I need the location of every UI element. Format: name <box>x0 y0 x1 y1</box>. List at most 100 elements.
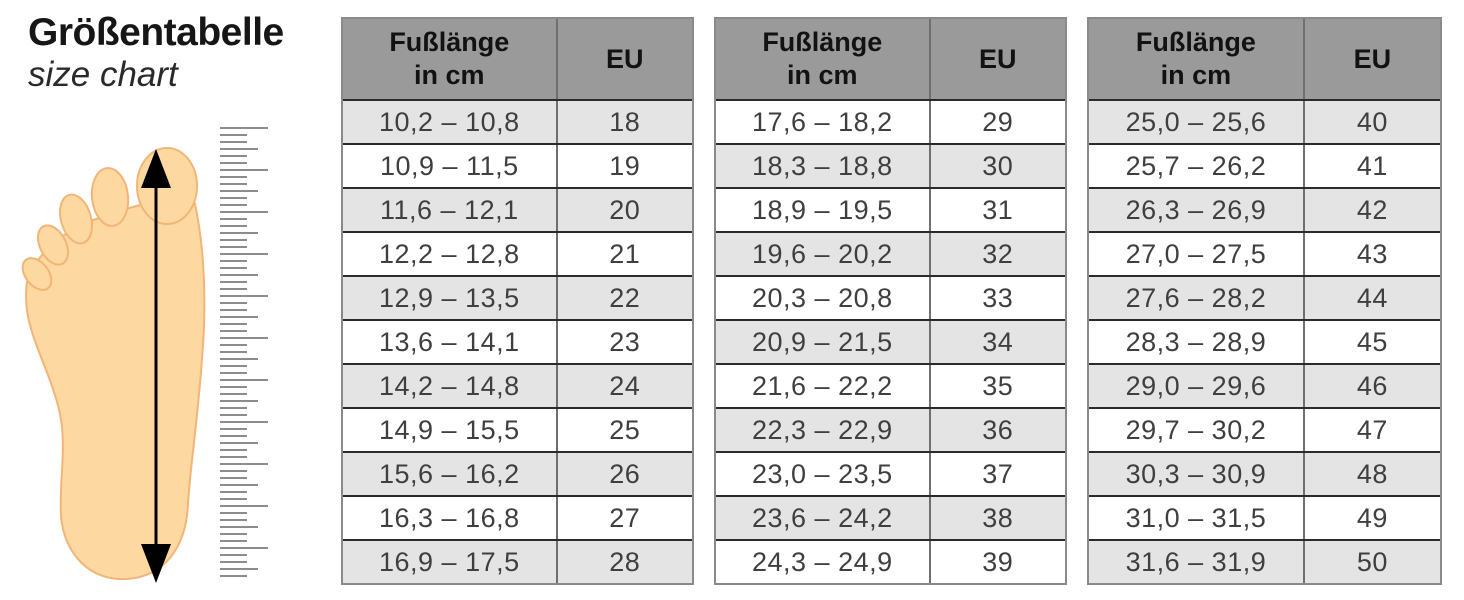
ruler-tick <box>220 197 248 199</box>
ruler-tick <box>220 302 248 304</box>
table-row: 11,6 – 12,1 20 <box>343 187 692 231</box>
table-row: 13,6 – 14,1 23 <box>343 319 692 363</box>
eu-size: 32 <box>982 238 1014 269</box>
table-row: 20,3 – 20,8 33 <box>716 275 1065 319</box>
eu-header: EU <box>931 19 1065 99</box>
ruler-tick <box>220 232 258 234</box>
ruler-tick <box>220 463 268 465</box>
toe-pinky <box>21 257 53 291</box>
eu-size: 41 <box>1356 150 1388 181</box>
foot-length-range: 18,9 – 19,5 <box>716 189 931 231</box>
foot-length-range: 23,6 – 24,2 <box>716 497 931 539</box>
eu-size: 22 <box>609 282 641 313</box>
foot-length-range: 15,6 – 16,2 <box>343 453 558 495</box>
foot-length-range: 13,6 – 14,1 <box>343 321 558 363</box>
eu-size: 20 <box>609 194 641 225</box>
foot-length-range: 14,2 – 14,8 <box>343 365 558 407</box>
ruler-tick <box>220 344 248 346</box>
foot-length-range: 17,6 – 18,2 <box>716 101 931 143</box>
table-row: 12,2 – 12,8 21 <box>343 231 692 275</box>
table-row: 25,7 – 26,2 41 <box>1089 143 1440 187</box>
ruler-tick <box>220 358 258 360</box>
title-block: Größentabelle size chart <box>28 11 284 94</box>
ruler-tick <box>220 386 248 388</box>
ruler-tick <box>220 561 248 563</box>
table-row: 15,6 – 16,2 26 <box>343 451 692 495</box>
table-row: 30,3 – 30,9 48 <box>1089 451 1440 495</box>
ruler-tick <box>220 148 258 150</box>
length-arrow-icon <box>141 149 171 583</box>
eu-size: 23 <box>609 326 641 357</box>
table-row: 22,3 – 22,9 36 <box>716 407 1065 451</box>
table-row: 20,9 – 21,5 34 <box>716 319 1065 363</box>
eu-size: 34 <box>982 326 1014 357</box>
foot-length-range: 29,0 – 29,6 <box>1089 365 1305 407</box>
ruler-tick <box>220 134 248 136</box>
eu-size: 48 <box>1356 458 1388 489</box>
eu-size: 47 <box>1356 414 1388 445</box>
ruler-tick <box>220 428 248 430</box>
eu-size: 39 <box>982 546 1014 577</box>
foot-length-range: 10,9 – 11,5 <box>343 145 558 187</box>
table-row: 16,9 – 17,5 28 <box>343 539 692 583</box>
ruler-tick <box>220 253 268 255</box>
table-row: 12,9 – 13,5 22 <box>343 275 692 319</box>
ruler-tick <box>220 288 248 290</box>
ruler-tick <box>220 162 248 164</box>
foot-length-header: Fußlänge in cm <box>716 19 931 99</box>
ruler-tick <box>220 540 248 542</box>
ruler-tick <box>220 393 248 395</box>
ruler-tick <box>220 330 248 332</box>
eu-size: 25 <box>609 414 641 445</box>
ruler-tick <box>220 519 248 521</box>
eu-size: 37 <box>982 458 1014 489</box>
ruler-tick <box>220 449 248 451</box>
ruler-tick <box>220 295 268 297</box>
foot-length-range: 23,0 – 23,5 <box>716 453 931 495</box>
size-table-eu-29-39: Fußlänge in cm EU 17,6 – 18,2 29 18,3 – 18… <box>714 17 1067 585</box>
eu-size: 24 <box>609 370 641 401</box>
foot-length-range: 30,3 – 30,9 <box>1089 453 1305 495</box>
ruler <box>220 127 268 583</box>
eu-header-label: EU <box>979 43 1017 74</box>
eu-size: 29 <box>982 106 1014 137</box>
table-row: 27,6 – 28,2 44 <box>1089 275 1440 319</box>
size-table-eu-18-28: Fußlänge in cm EU 10,2 – 10,8 18 10,9 – 11… <box>341 17 694 585</box>
ruler-tick <box>220 442 258 444</box>
ruler-tick <box>220 435 248 437</box>
toe-second <box>90 167 130 227</box>
eu-size: 49 <box>1356 502 1388 533</box>
ruler-tick <box>220 323 248 325</box>
table-header: Fußlänge in cm EU <box>716 19 1065 99</box>
eu-size: 30 <box>982 150 1014 181</box>
table-row: 19,6 – 20,2 32 <box>716 231 1065 275</box>
foot-length-range: 12,2 – 12,8 <box>343 233 558 275</box>
ruler-tick <box>220 491 248 493</box>
table-row: 25,0 – 25,6 40 <box>1089 99 1440 143</box>
ruler-tick <box>220 155 248 157</box>
ruler-tick <box>220 127 268 129</box>
eu-size: 27 <box>609 502 641 533</box>
eu-size: 21 <box>609 238 641 269</box>
ruler-tick <box>220 505 268 507</box>
foot-length-range: 20,9 – 21,5 <box>716 321 931 363</box>
table-row: 16,3 – 16,8 27 <box>343 495 692 539</box>
table-row: 29,7 – 30,2 47 <box>1089 407 1440 451</box>
ruler-tick <box>220 407 248 409</box>
ruler-tick <box>220 512 248 514</box>
table-body: 25,0 – 25,6 40 25,7 – 26,2 41 26,3 – 26,9 42 2… <box>1089 99 1440 583</box>
eu-size: 45 <box>1356 326 1388 357</box>
foot-length-header: Fußlänge in cm <box>343 19 558 99</box>
eu-size: 36 <box>982 414 1014 445</box>
eu-header: EU <box>1305 19 1440 99</box>
foot-length-range: 22,3 – 22,9 <box>716 409 931 451</box>
foot-length-range: 11,6 – 12,1 <box>343 189 558 231</box>
foot-length-header-line1: Fußlänge <box>389 27 510 58</box>
eu-header-label: EU <box>1353 43 1392 74</box>
table-body: 17,6 – 18,2 29 18,3 – 18,8 30 18,9 – 19,5 31 1… <box>716 99 1065 583</box>
ruler-tick <box>220 141 248 143</box>
ruler-tick <box>220 365 248 367</box>
foot-length-range: 20,3 – 20,8 <box>716 277 931 319</box>
eu-size: 26 <box>609 458 641 489</box>
